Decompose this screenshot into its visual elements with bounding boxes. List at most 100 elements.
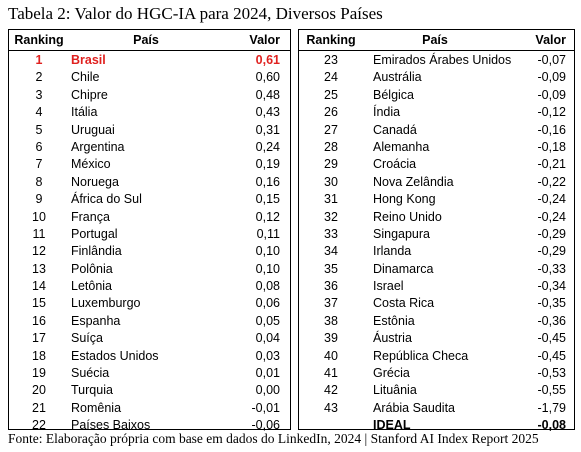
- table-row: 19 Suécia 0,01: [9, 365, 290, 382]
- rank-cell: 9: [35, 192, 43, 207]
- table-row: 23 Emirados Árabes Unidos -0,07: [299, 52, 574, 69]
- value-cell: 0,06: [255, 296, 280, 311]
- country-cell: Argentina: [71, 139, 125, 154]
- value-cell: 0,05: [255, 313, 280, 328]
- table-row: 31 Hong Kong -0,24: [299, 191, 574, 208]
- value-cell: -0,53: [537, 366, 567, 381]
- value-cell: 0,01: [255, 366, 280, 381]
- ranking-table-right: Ranking País Valor 23 Emirados Árabes Uni…: [298, 29, 575, 432]
- country-cell: Israel: [373, 279, 404, 294]
- country-cell: Letônia: [71, 279, 113, 294]
- rank-cell: 27: [324, 122, 338, 137]
- rank-cell: 7: [35, 157, 43, 172]
- rank-cell: 38: [324, 313, 338, 328]
- value-cell: -0,07: [537, 53, 567, 67]
- value-cell: 0,03: [255, 348, 280, 363]
- rank-cell: 12: [32, 244, 46, 259]
- value-cell: -0,01: [251, 400, 281, 415]
- rank-cell: 39: [324, 331, 338, 346]
- country-cell: Uruguai: [71, 122, 115, 137]
- country-cell: Estônia: [373, 313, 415, 328]
- value-cell: -0,09: [537, 70, 567, 85]
- value-cell: 0,00: [255, 383, 280, 398]
- table-header: Ranking País Valor: [9, 30, 290, 51]
- country-cell: Suécia: [71, 366, 110, 381]
- table-row: 18 Estados Unidos 0,03: [9, 348, 290, 365]
- table-row: 7 México 0,19: [9, 156, 290, 173]
- rank-cell: 43: [324, 400, 338, 415]
- country-cell: IDEAL: [373, 418, 411, 433]
- header-ranking: Ranking: [306, 33, 356, 47]
- country-cell: Romênia: [71, 400, 122, 415]
- value-cell: -0,06: [251, 418, 281, 433]
- country-cell: República Checa: [373, 348, 469, 363]
- rank-cell: 37: [324, 296, 338, 311]
- country-cell: Estados Unidos: [71, 348, 159, 363]
- country-cell: Singapura: [373, 226, 430, 241]
- rank-cell: 41: [324, 366, 338, 381]
- value-cell: 0,11: [256, 226, 280, 241]
- source-footnote: Fonte: Elaboração própria com base em da…: [8, 431, 539, 446]
- rank-cell: 17: [32, 331, 46, 346]
- value-cell: -0,21: [537, 157, 567, 172]
- rank-cell: 11: [32, 226, 46, 241]
- table-row: 33 Singapura -0,29: [299, 226, 574, 243]
- table-row: 6 Argentina 0,24: [9, 139, 290, 156]
- table-row: 30 Nova Zelândia -0,22: [299, 174, 574, 191]
- rank-cell: 22: [32, 418, 46, 433]
- rank-cell: 2: [35, 70, 43, 85]
- value-cell: 0,12: [255, 209, 280, 224]
- value-cell: -0,55: [537, 383, 567, 398]
- value-cell: 0,31: [255, 122, 280, 137]
- country-cell: Suíça: [71, 331, 103, 346]
- table-row: 25 Bélgica -0,09: [299, 87, 574, 104]
- table-row: 37 Costa Rica -0,35: [299, 295, 574, 312]
- value-cell: -0,36: [537, 313, 567, 328]
- rank-cell: 24: [324, 70, 338, 85]
- value-cell: 0,15: [255, 192, 280, 207]
- country-cell: Polônia: [71, 261, 113, 276]
- rank-cell: 16: [32, 313, 46, 328]
- rank-cell: 34: [324, 244, 338, 259]
- value-cell: -1,79: [537, 400, 567, 415]
- rank-cell: 19: [32, 366, 46, 381]
- table-row: 34 Irlanda -0,29: [299, 243, 574, 260]
- table-row: 8 Noruega 0,16: [9, 174, 290, 191]
- rank-cell: 30: [324, 174, 338, 189]
- value-cell: -0,45: [537, 331, 567, 346]
- country-cell: Finlândia: [71, 244, 122, 259]
- table-row: 11 Portugal 0,11: [9, 226, 290, 243]
- table-row: 27 Canadá -0,16: [299, 122, 574, 139]
- rank-cell: 6: [35, 139, 43, 154]
- value-cell: 0,08: [255, 279, 280, 294]
- country-cell: Croácia: [373, 157, 417, 172]
- table-header: Ranking País Valor: [299, 30, 574, 51]
- rank-cell: 40: [324, 348, 338, 363]
- country-cell: África do Sul: [71, 192, 142, 207]
- country-cell: Espanha: [71, 313, 121, 328]
- rank-cell: 28: [324, 139, 338, 154]
- table-row: 3 Chipre 0,48: [9, 87, 290, 104]
- header-country: País: [133, 33, 159, 47]
- value-cell: -0,29: [537, 226, 567, 241]
- country-cell: Noruega: [71, 174, 119, 189]
- country-cell: Luxemburgo: [71, 296, 141, 311]
- country-cell: México: [71, 157, 111, 172]
- table-row: 16 Espanha 0,05: [9, 313, 290, 330]
- rank-cell: 21: [32, 400, 46, 415]
- table-row: 13 Polônia 0,10: [9, 261, 290, 278]
- rank-cell: 4: [35, 105, 43, 120]
- country-cell: Brasil: [71, 53, 106, 67]
- table-body: 1 Brasil 0,61 2 Chile 0,60 3 Chipre 0,48 4 Itália 0…: [9, 51, 290, 435]
- header-value: Valor: [535, 33, 566, 47]
- rank-cell: 23: [324, 53, 338, 67]
- country-cell: Áustria: [373, 331, 412, 346]
- table-row: 20 Turquia 0,00: [9, 382, 290, 399]
- rank-cell: 1: [35, 53, 43, 67]
- country-cell: Costa Rica: [373, 296, 435, 311]
- table-row: 22 Países Baixos -0,06: [9, 417, 290, 434]
- table-row: 9 África do Sul 0,15: [9, 191, 290, 208]
- table-row: 28 Alemanha -0,18: [299, 139, 574, 156]
- country-cell: Alemanha: [373, 139, 430, 154]
- header-value: Valor: [249, 33, 280, 47]
